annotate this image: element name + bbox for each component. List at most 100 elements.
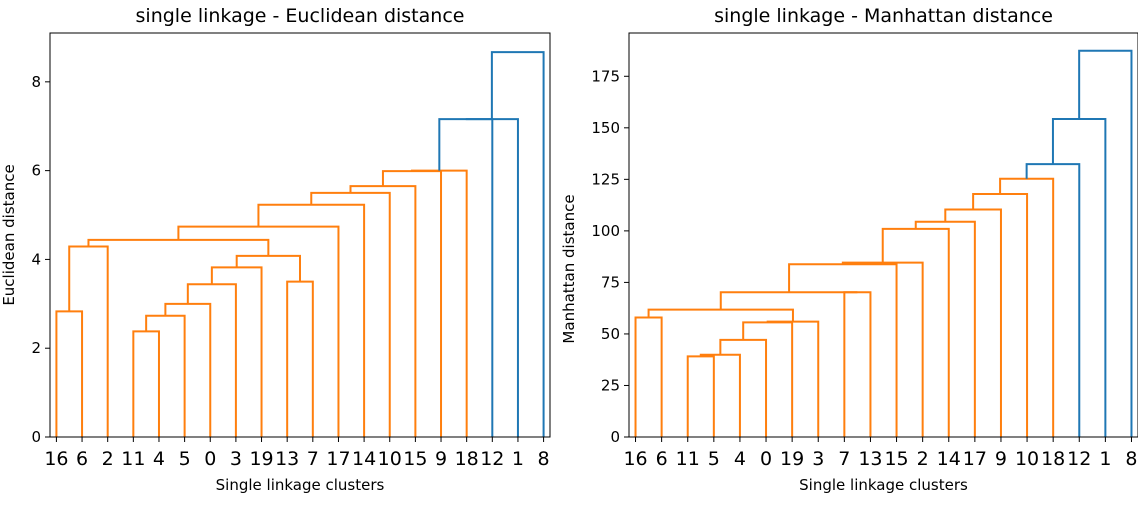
y-tick-label: 4 bbox=[31, 250, 41, 268]
dendrogram-link-31 bbox=[257, 203, 366, 437]
x-axis-leaf-labels: 16 6 11 5 4 0 19 3 7 13 15 2 14 17 9 10 18 12 1 8 bbox=[623, 437, 1138, 470]
leaf-label: 5 bbox=[179, 448, 191, 470]
dendrogram-link-32 bbox=[914, 220, 976, 437]
leaf-label: 14 bbox=[937, 448, 961, 470]
dendrogram-link-25 bbox=[634, 316, 663, 437]
x-axis-leaf-labels: 16 6 2 11 4 5 0 3 19 13 7 17 14 10 15 9 18 12 1 8 bbox=[44, 437, 550, 470]
leaf-label: 2 bbox=[102, 448, 114, 470]
dendrogram-link-21 bbox=[145, 314, 186, 437]
y-tick-label: 8 bbox=[31, 73, 41, 91]
leaf-label: 6 bbox=[76, 448, 88, 470]
leaf-label: 17 bbox=[963, 448, 987, 470]
leaf-label: 0 bbox=[760, 448, 772, 470]
y-axis-label: Manhattan distance bbox=[560, 194, 578, 343]
dendrogram-link-33 bbox=[349, 185, 417, 437]
dendrogram-link-38 bbox=[1078, 49, 1133, 437]
y-tick-label: 175 bbox=[591, 67, 620, 85]
y-axis-label: Euclidean distance bbox=[0, 164, 18, 305]
dendrogram-link-33 bbox=[944, 208, 1002, 437]
dendrogram-link-25 bbox=[286, 280, 314, 437]
leaf-label: 9 bbox=[995, 448, 1007, 470]
y-tick-label: 50 bbox=[601, 325, 620, 343]
y-tick-label: 125 bbox=[591, 170, 620, 188]
leaf-label: 13 bbox=[858, 448, 882, 470]
leaf-label: 10 bbox=[1015, 448, 1039, 470]
y-axis-ticks: 0 2 4 6 8 bbox=[31, 73, 50, 446]
leaf-label: 11 bbox=[121, 448, 145, 470]
y-tick-label: 6 bbox=[31, 162, 41, 180]
plot-frame bbox=[49, 32, 551, 438]
dendrogram-link-38 bbox=[490, 51, 545, 437]
chart-title: single linkage - Euclidean distance bbox=[136, 5, 465, 27]
dendrogram-link-29 bbox=[788, 263, 898, 437]
leaf-label: 17 bbox=[326, 448, 350, 470]
leaf-label: 5 bbox=[708, 448, 720, 470]
dendrogram-link-20 bbox=[132, 330, 160, 437]
leaf-label: 3 bbox=[230, 448, 242, 470]
leaf-label: 0 bbox=[204, 448, 216, 470]
y-tick-label: 0 bbox=[31, 428, 41, 446]
leaf-label: 12 bbox=[1067, 448, 1091, 470]
dendrogram-link-29 bbox=[87, 238, 270, 256]
dendrogram-link-36 bbox=[1025, 163, 1081, 437]
dendrogram-link-34 bbox=[972, 192, 1029, 437]
leaf-label: 18 bbox=[1041, 448, 1065, 470]
leaf-label: 19 bbox=[249, 448, 273, 470]
dendrogram-link-35 bbox=[410, 169, 468, 437]
x-axis-label: Single linkage clusters bbox=[216, 476, 385, 494]
x-axis-label: Single linkage clusters bbox=[799, 476, 968, 494]
leaf-label: 9 bbox=[435, 448, 447, 470]
dendrogram-link-37 bbox=[465, 118, 519, 437]
chart-title: single linkage - Manhattan distance bbox=[714, 5, 1053, 27]
plot-frame bbox=[628, 32, 1138, 438]
leaf-label: 19 bbox=[780, 448, 804, 470]
leaf-label: 7 bbox=[838, 448, 850, 470]
dendrogram-link-20 bbox=[686, 355, 715, 437]
dendrogram-link-21 bbox=[699, 353, 741, 437]
y-tick-label: 150 bbox=[591, 119, 620, 137]
dendrogram-link-24 bbox=[186, 283, 237, 437]
leaf-label: 8 bbox=[1125, 448, 1137, 470]
leaf-label: 6 bbox=[656, 448, 668, 470]
dendrogram-link-27 bbox=[235, 254, 301, 282]
dendrogram-link-28 bbox=[68, 245, 109, 437]
dendrogram-link-30 bbox=[177, 225, 340, 437]
dendrogram-link-22 bbox=[55, 310, 84, 437]
dendrogram-link-26 bbox=[647, 308, 794, 322]
y-axis-ticks: 0 25 50 75 100 125 150 175 bbox=[591, 67, 629, 446]
dendrogram-link-31 bbox=[881, 227, 950, 437]
leaf-label: 3 bbox=[812, 448, 824, 470]
dendrogram-link-35 bbox=[999, 177, 1055, 437]
dendrogram-link-32 bbox=[310, 191, 391, 437]
leaf-label: 4 bbox=[734, 448, 746, 470]
dendrogram-link-26 bbox=[210, 266, 263, 437]
dendrogram-link-28 bbox=[719, 291, 858, 310]
leaf-label: 15 bbox=[403, 448, 427, 470]
manhattan-dendrogram-panel: single linkage - Manhattan distance 0255… bbox=[560, 5, 1138, 494]
dendrogram-link-37 bbox=[1051, 117, 1107, 437]
leaf-label: 14 bbox=[352, 448, 376, 470]
leaf-label: 7 bbox=[307, 448, 319, 470]
y-tick-label: 100 bbox=[591, 222, 620, 240]
leaf-label: 13 bbox=[275, 448, 299, 470]
dendrogram-link-30 bbox=[841, 261, 924, 437]
dendrogram-link-23 bbox=[164, 302, 212, 437]
leaf-label: 16 bbox=[623, 448, 647, 470]
y-tick-label: 0 bbox=[610, 428, 620, 446]
leaf-label: 10 bbox=[378, 448, 402, 470]
dendrogram-link-27 bbox=[843, 291, 872, 437]
leaf-label: 16 bbox=[44, 448, 68, 470]
leaf-label: 18 bbox=[455, 448, 479, 470]
dendrogram-links bbox=[55, 51, 545, 437]
dendrogram-link-34 bbox=[381, 170, 443, 437]
leaf-label: 2 bbox=[917, 448, 929, 470]
euclidean-dendrogram-panel: single linkage - Euclidean distance 0 2 4 6… bbox=[0, 5, 551, 494]
leaf-label: 15 bbox=[884, 448, 908, 470]
dendrogram-links bbox=[634, 49, 1133, 437]
y-tick-label: 75 bbox=[601, 273, 620, 291]
y-tick-label: 25 bbox=[601, 376, 620, 394]
y-tick-label: 2 bbox=[31, 339, 41, 357]
leaf-label: 1 bbox=[512, 448, 524, 470]
leaf-label: 8 bbox=[538, 448, 550, 470]
